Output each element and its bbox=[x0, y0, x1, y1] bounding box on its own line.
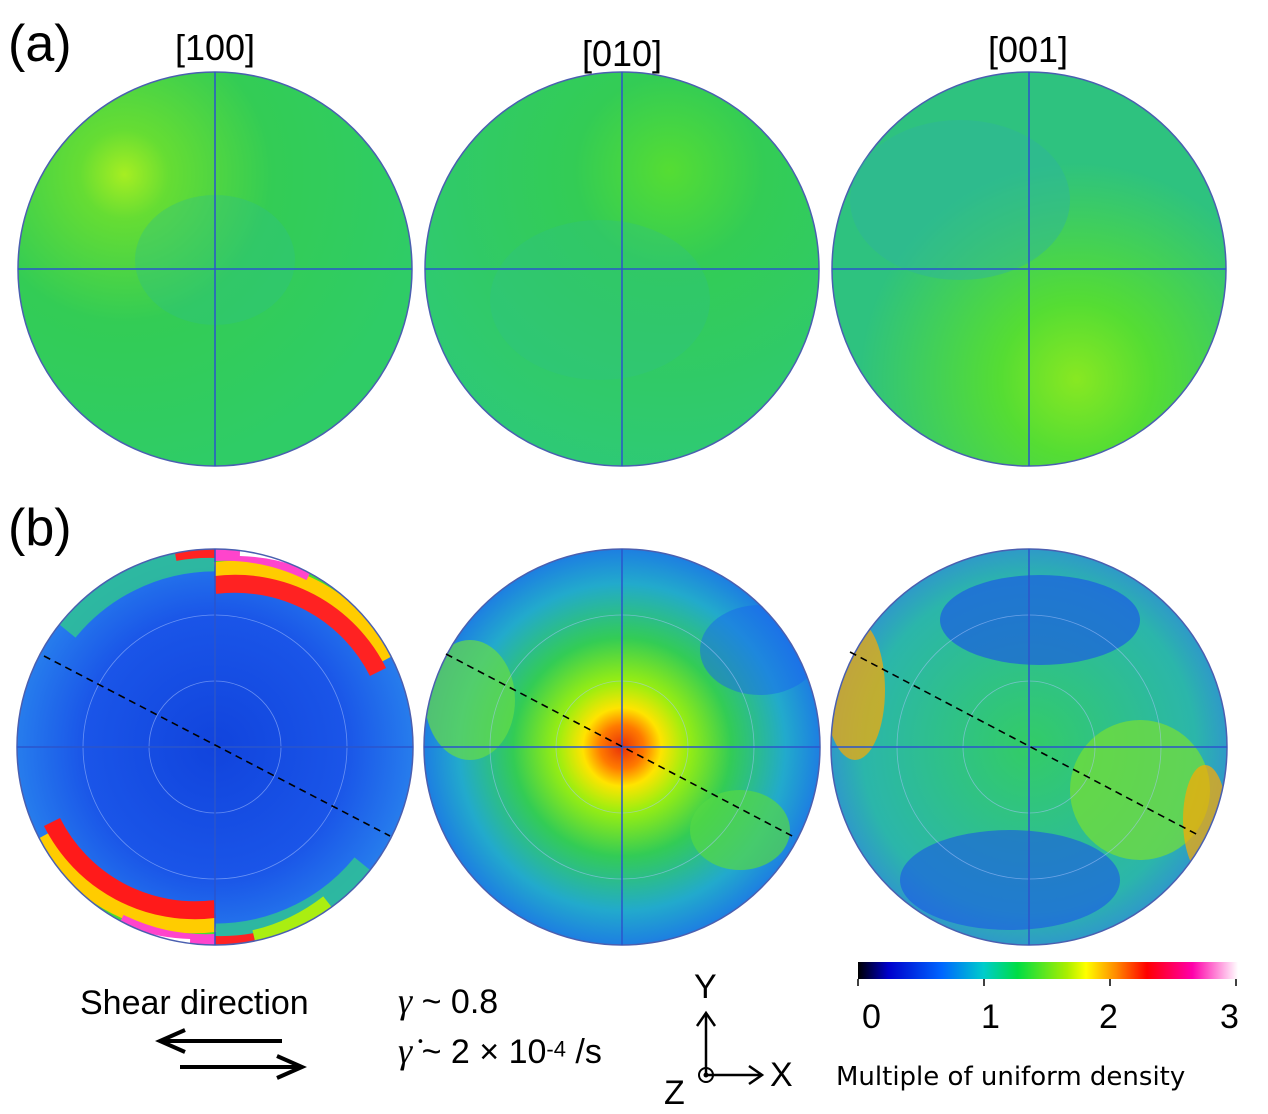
strain-value: γ ~ 0.8 bbox=[398, 980, 498, 1022]
axis-label-y: Y bbox=[694, 968, 717, 1006]
axis-label-x: X bbox=[770, 1056, 793, 1094]
colorbar-tick-3: 3 bbox=[1220, 998, 1239, 1036]
pole-figure-a-010 bbox=[424, 71, 820, 467]
axes-triad bbox=[695, 1010, 765, 1086]
gamma-rate-value: ~ 2 × 10 bbox=[412, 1033, 547, 1071]
column-header-100: [100] bbox=[174, 27, 256, 68]
axis-label-z: Z bbox=[664, 1074, 685, 1112]
column-header-010: [010] bbox=[581, 33, 663, 74]
gamma-symbol: γ bbox=[398, 981, 413, 1021]
shear-arrows bbox=[155, 1028, 307, 1080]
column-header-001: [001] bbox=[987, 29, 1069, 70]
shear-plane-lines bbox=[43, 651, 1201, 839]
gamma-value: ~ 0.8 bbox=[412, 983, 499, 1021]
pole-figure-a-001 bbox=[831, 71, 1227, 467]
pole-figure-b-001 bbox=[831, 549, 1227, 945]
gamma-rate-symbol: γ̇ bbox=[398, 1031, 413, 1071]
gamma-rate-unit: /s bbox=[565, 1033, 602, 1071]
panel-label-b: (b) bbox=[8, 499, 72, 557]
colorbar-label: Multiple of uniform density bbox=[836, 1062, 1186, 1092]
colorbar-tick-0: 0 bbox=[862, 998, 881, 1036]
colorbar-tick-1: 1 bbox=[981, 998, 1000, 1036]
pole-figure-a-100 bbox=[17, 71, 413, 467]
colorbar-tick-2: 2 bbox=[1099, 998, 1118, 1036]
shear-direction-label: Shear direction bbox=[80, 984, 309, 1022]
z-axis-dot-icon bbox=[703, 1072, 709, 1078]
colorbar bbox=[858, 962, 1238, 979]
strain-rate: γ̇ ~ 2 × 10-4 /s bbox=[398, 1030, 602, 1072]
panel-label-a: (a) bbox=[8, 15, 72, 73]
colorbar-ticks bbox=[857, 979, 1237, 986]
gamma-rate-exponent: -4 bbox=[546, 1036, 566, 1062]
